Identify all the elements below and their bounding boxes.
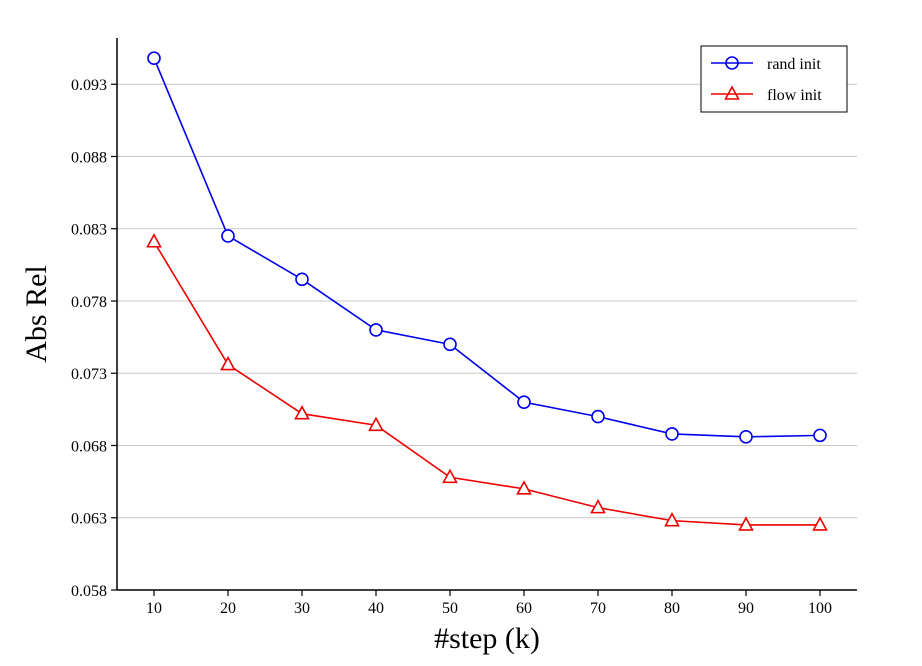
data-point-flow-init <box>664 511 680 527</box>
legend-item-rand-init: rand init <box>711 56 821 73</box>
x-tick-label: 100 <box>808 600 832 617</box>
data-point-rand-init <box>295 272 309 287</box>
x-tick-label: 90 <box>738 600 754 617</box>
x-tick-label: 10 <box>146 600 162 617</box>
grid-lines <box>117 83 857 519</box>
data-point-flow-init <box>146 233 162 248</box>
series-layer <box>146 51 828 531</box>
y-tick-label: 0.093 <box>71 77 107 94</box>
y-tick-label: 0.083 <box>71 222 107 239</box>
y-axis-title: Abs Rel <box>20 265 53 363</box>
data-point-flow-init <box>738 516 754 531</box>
series-flow-init <box>146 233 828 531</box>
data-point-rand-init <box>369 323 383 337</box>
data-point-rand-init <box>739 430 753 444</box>
data-point-flow-init <box>516 480 532 495</box>
x-tick-label: 70 <box>590 600 606 617</box>
series-line-flow-init <box>153 241 820 526</box>
x-tick-label: 60 <box>516 600 532 617</box>
series-rand-init <box>147 51 827 444</box>
ticks: 0.058 0.063 0.068 0.073 0.078 0.083 0.088 0.093… <box>71 77 832 617</box>
y-tick-label: 0.063 <box>71 511 107 528</box>
legend-box <box>700 45 848 113</box>
data-point-rand-init <box>221 229 235 243</box>
data-point-rand-init <box>517 395 531 409</box>
data-point-rand-init <box>443 337 457 352</box>
legend-item-flow-init: flow init <box>711 85 822 104</box>
legend: rand init flow init <box>700 45 848 113</box>
series-line-rand-init <box>153 57 821 438</box>
data-point-rand-init <box>147 51 161 66</box>
data-point-flow-init <box>590 498 606 514</box>
x-tick-label: 50 <box>442 600 458 617</box>
x-tick-label: 40 <box>368 600 384 617</box>
legend-triangle-marker <box>724 85 740 100</box>
legend-label-rand-init: rand init <box>767 56 821 73</box>
data-point-flow-init <box>368 416 384 432</box>
x-tick-label: 30 <box>294 600 310 617</box>
data-point-rand-init <box>665 427 679 441</box>
legend-circle-marker <box>725 56 739 70</box>
x-tick-label: 20 <box>220 600 236 617</box>
y-tick-label: 0.068 <box>71 438 107 455</box>
data-point-flow-init <box>220 355 236 371</box>
y-tick-label: 0.088 <box>71 149 107 166</box>
data-point-rand-init <box>591 409 605 424</box>
data-point-flow-init <box>442 468 458 484</box>
y-tick-label: 0.078 <box>71 294 107 311</box>
data-point-rand-init <box>813 428 827 443</box>
axes <box>116 38 857 591</box>
x-tick-label: 80 <box>664 600 680 617</box>
y-tick-label: 0.058 <box>71 583 107 600</box>
data-point-flow-init <box>812 516 828 531</box>
x-axis-title: #step (k) <box>434 622 540 655</box>
data-point-flow-init <box>294 405 310 420</box>
legend-label-flow-init: flow init <box>767 87 822 104</box>
y-tick-label: 0.073 <box>71 366 107 383</box>
